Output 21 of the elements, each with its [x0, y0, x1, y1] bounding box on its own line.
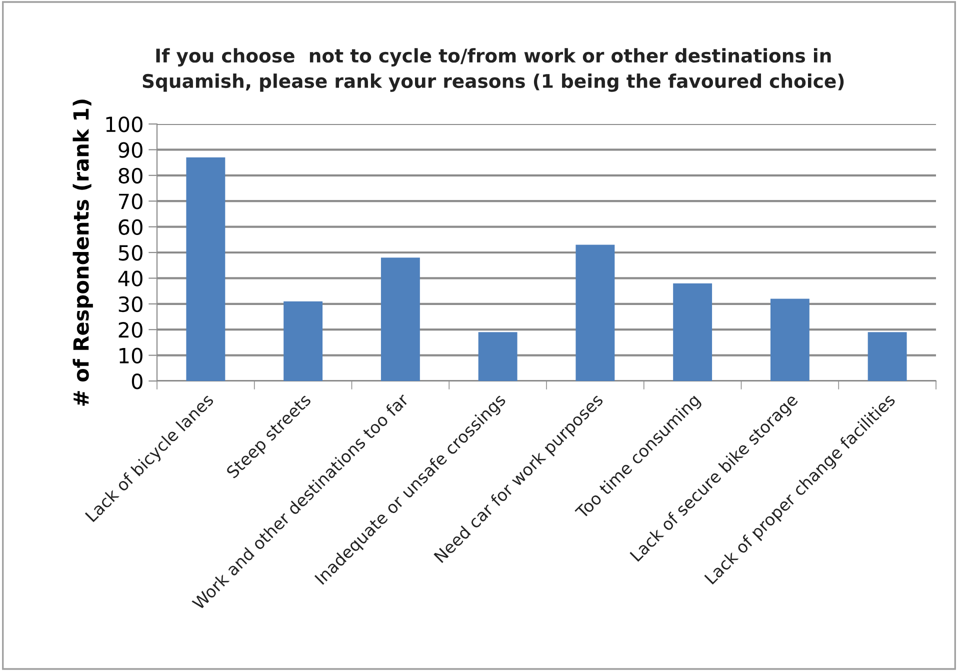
bar	[478, 332, 518, 381]
bar	[284, 301, 323, 381]
bar	[770, 298, 810, 381]
y-tick-label: 40	[118, 270, 142, 286]
y-tick-label: 60	[118, 219, 142, 236]
y-tick-label: 0	[132, 373, 142, 390]
bar	[673, 283, 712, 381]
y-tick-label: 80	[118, 168, 142, 184]
y-tick-label: 10	[120, 348, 142, 364]
y-axis-title: # of Respondents (rank 1)	[72, 100, 93, 406]
y-tick-label: 50	[118, 244, 142, 261]
bar	[576, 244, 615, 381]
chart-title: If you choose not to cycle to/from work or other destinations in Squamish, please rank your reasons (1 being the favoured choice)	[142, 48, 844, 92]
y-tick-label: 90	[118, 142, 142, 158]
y-tick-label: 100	[106, 116, 142, 132]
y-tick-label: 70	[119, 194, 142, 210]
y-tick-label: 30	[118, 296, 142, 312]
y-tick-label: 20	[118, 322, 142, 338]
bar	[868, 332, 907, 381]
bar	[186, 157, 226, 381]
bar	[380, 258, 420, 381]
